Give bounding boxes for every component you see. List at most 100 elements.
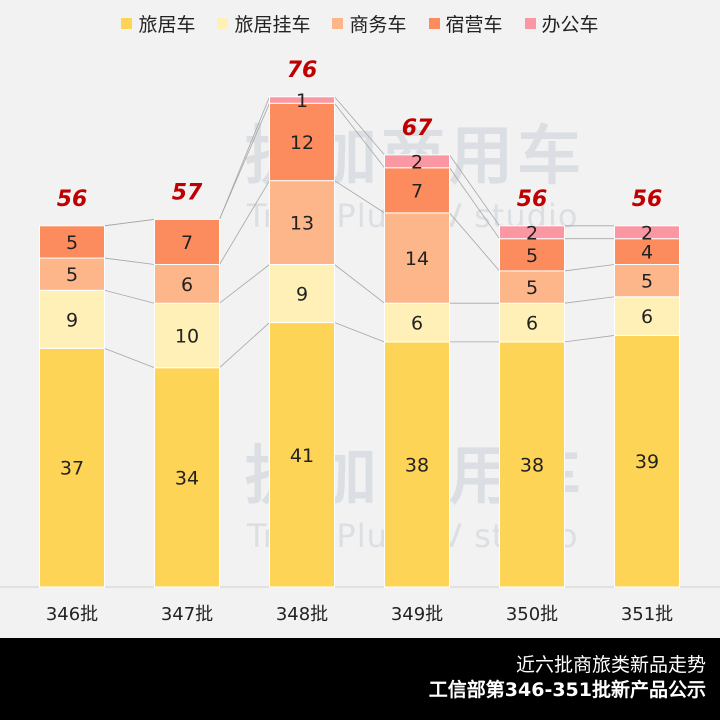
data-label: 7 — [411, 180, 423, 202]
legend-label: 旅居车 — [138, 14, 196, 36]
bar-segment — [269, 264, 335, 324]
data-label: 14 — [405, 248, 429, 270]
legend-item: 旅居挂车 — [217, 10, 310, 37]
data-label: 10 — [175, 325, 199, 347]
legend-item: 办公车 — [524, 10, 599, 37]
series-connector-line — [104, 218, 155, 227]
footer-title: 近六批商旅类新品走势 — [515, 654, 706, 676]
bar-segment — [384, 212, 450, 304]
legend-label: 商务车 — [349, 14, 407, 36]
series-connector-line — [564, 335, 615, 343]
bar-segment — [154, 367, 220, 588]
series-connector-line — [104, 257, 155, 265]
series-connector-line — [334, 103, 385, 168]
series-connector-line — [219, 103, 270, 220]
series-connector-line — [104, 289, 155, 304]
data-label: 5 — [66, 232, 78, 254]
series-connector-line — [219, 96, 270, 220]
bar-segment — [499, 270, 565, 304]
legend-label: 旅居挂车 — [234, 14, 311, 36]
legend-swatch — [217, 18, 229, 29]
legend-label: 办公车 — [541, 14, 599, 36]
bar-segment — [384, 341, 450, 588]
bar-segment — [269, 180, 335, 265]
bar-segment — [499, 225, 565, 240]
series-connector-line — [219, 322, 270, 368]
data-label: 37 — [60, 458, 84, 480]
bar-segment — [384, 302, 450, 343]
total-label: 56 — [517, 187, 548, 212]
data-label: 6 — [411, 313, 423, 335]
bar-segment — [269, 102, 335, 182]
data-label: 6 — [526, 313, 538, 335]
bar-segment — [269, 322, 335, 588]
series-connector-line — [334, 180, 385, 214]
data-label: 38 — [405, 454, 429, 476]
data-label: 4 — [641, 242, 653, 264]
series-connector-line — [449, 154, 500, 227]
bar-segment — [154, 302, 220, 369]
series-connector-line — [334, 96, 385, 156]
total-label: 57 — [172, 180, 203, 205]
series-connector-line — [334, 264, 385, 304]
data-label: 2 — [526, 222, 538, 244]
total-label: 67 — [402, 116, 433, 141]
bar-segment — [384, 167, 450, 214]
footer: 近六批商旅类新品走势 工信部第346-351批新产品公示 — [0, 638, 720, 720]
bar-segment — [614, 264, 680, 298]
x-tick-label: 348批 — [276, 604, 328, 625]
data-label: 9 — [66, 309, 78, 331]
bar-segment — [499, 302, 565, 343]
series-connector-line — [564, 296, 615, 304]
data-label: 5 — [526, 277, 538, 299]
series-connector-line — [334, 322, 385, 343]
data-label: 5 — [526, 245, 538, 267]
series-connector-line — [219, 180, 270, 265]
legend-item: 旅居车 — [121, 10, 195, 37]
data-label: 9 — [296, 284, 308, 306]
legend-swatch — [524, 18, 536, 29]
data-label: 41 — [290, 445, 314, 467]
data-label: 7 — [181, 232, 193, 254]
bar-segment — [154, 264, 220, 304]
bar-segment — [39, 225, 105, 259]
data-label: 34 — [175, 467, 199, 489]
bar-segment — [39, 257, 105, 291]
bar-segment — [39, 289, 105, 349]
series-connector-line — [219, 264, 270, 304]
series-connector-line — [104, 347, 155, 369]
bar-segment — [614, 334, 680, 588]
legend-label: 宿营车 — [445, 14, 503, 36]
x-tick-label: 349批 — [391, 604, 443, 625]
data-label: 2 — [411, 151, 423, 173]
data-label: 12 — [290, 132, 314, 154]
data-label: 1 — [296, 90, 308, 112]
stacked-bar-chart: 3795556346批34106757347批4191312176348批386… — [0, 58, 720, 625]
data-label: 6 — [181, 274, 193, 296]
data-label: 13 — [290, 213, 314, 235]
x-tick-label: 346批 — [46, 604, 98, 625]
total-label: 56 — [57, 187, 88, 212]
bar-segment — [499, 341, 565, 588]
data-label: 6 — [641, 306, 653, 328]
total-label: 56 — [632, 187, 663, 212]
data-label: 5 — [66, 264, 78, 286]
x-tick-label: 350批 — [506, 604, 558, 625]
total-label: 76 — [287, 58, 318, 83]
bar-segment — [614, 225, 680, 240]
bar-segment — [499, 238, 565, 272]
data-label: 2 — [641, 222, 653, 244]
data-label: 39 — [635, 451, 659, 473]
bar-segment — [269, 96, 335, 104]
legend-swatch — [428, 18, 440, 29]
bar-segment — [154, 218, 220, 266]
x-tick-label: 347批 — [161, 604, 213, 625]
bar-segment — [614, 238, 680, 265]
series-connector-line — [449, 167, 500, 239]
series-connector-line — [564, 264, 615, 272]
footer-subtitle: 工信部第346-351批新产品公示 — [428, 679, 706, 701]
series-connector-line — [449, 212, 500, 272]
legend-item: 商务车 — [332, 10, 407, 37]
data-label: 38 — [520, 454, 544, 476]
legend-swatch — [332, 18, 344, 29]
